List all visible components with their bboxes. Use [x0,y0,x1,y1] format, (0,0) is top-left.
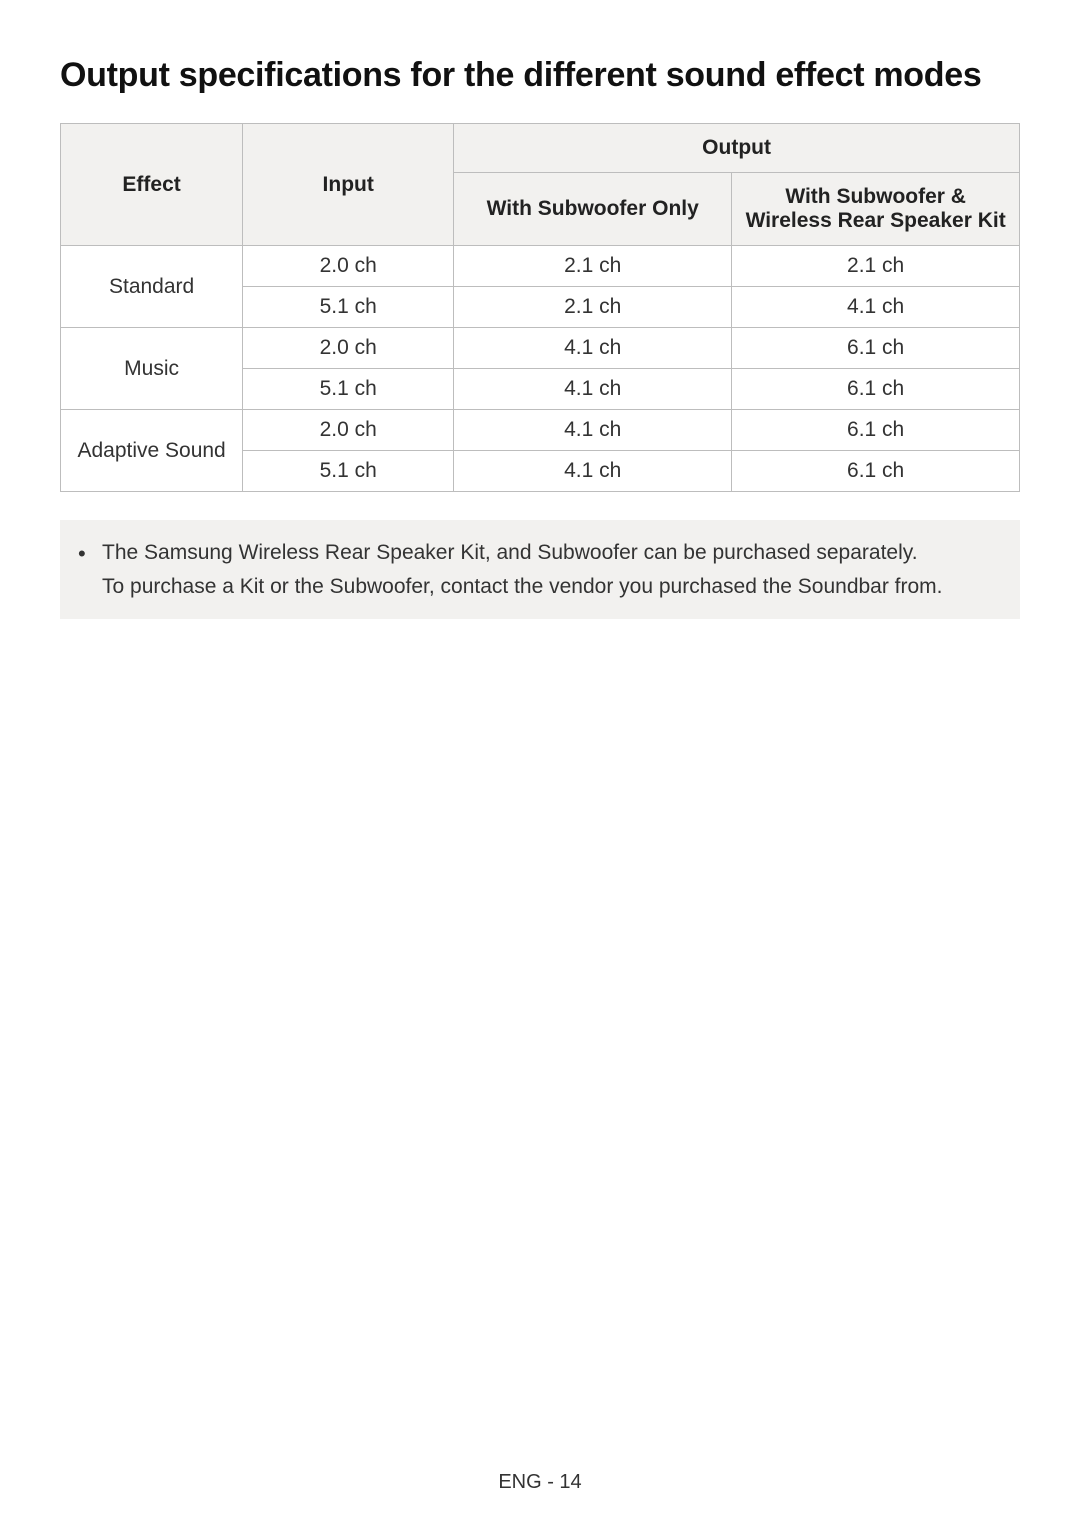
th-output-sub-only: With Subwoofer Only [454,173,732,246]
th-output: Output [454,124,1020,173]
sub-rear-cell: 6.1 ch [732,451,1020,492]
th-output-sub-rear: With Subwoofer & Wireless Rear Speaker K… [732,173,1020,246]
spec-table: Effect Input Output With Subwoofer Only … [60,123,1020,492]
th-input: Input [243,124,454,246]
sub-rear-cell: 6.1 ch [732,369,1020,410]
table-row: Adaptive Sound 2.0 ch 4.1 ch 6.1 ch [61,410,1020,451]
note-item: The Samsung Wireless Rear Speaker Kit, a… [96,536,1010,603]
input-cell: 2.0 ch [243,246,454,287]
input-cell: 5.1 ch [243,369,454,410]
sub-only-cell: 2.1 ch [454,287,732,328]
page: Output specifications for the different … [0,0,1080,1532]
page-title: Output specifications for the different … [60,56,1020,95]
sub-only-cell: 4.1 ch [454,451,732,492]
input-cell: 5.1 ch [243,451,454,492]
effect-cell: Adaptive Sound [61,410,243,492]
sub-only-cell: 4.1 ch [454,328,732,369]
th-effect: Effect [61,124,243,246]
table-row: Standard 2.0 ch 2.1 ch 2.1 ch [61,246,1020,287]
sub-only-cell: 2.1 ch [454,246,732,287]
sub-rear-cell: 6.1 ch [732,328,1020,369]
table-row: Music 2.0 ch 4.1 ch 6.1 ch [61,328,1020,369]
sub-only-cell: 4.1 ch [454,410,732,451]
sub-rear-cell: 6.1 ch [732,410,1020,451]
note-line: To purchase a Kit or the Subwoofer, cont… [102,570,1010,604]
note-box: The Samsung Wireless Rear Speaker Kit, a… [60,520,1020,619]
effect-cell: Music [61,328,243,410]
note-line: The Samsung Wireless Rear Speaker Kit, a… [102,536,1010,570]
input-cell: 2.0 ch [243,410,454,451]
page-footer: ENG - 14 [0,1471,1080,1494]
sub-only-cell: 4.1 ch [454,369,732,410]
effect-cell: Standard [61,246,243,328]
sub-rear-cell: 4.1 ch [732,287,1020,328]
input-cell: 5.1 ch [243,287,454,328]
sub-rear-cell: 2.1 ch [732,246,1020,287]
input-cell: 2.0 ch [243,328,454,369]
